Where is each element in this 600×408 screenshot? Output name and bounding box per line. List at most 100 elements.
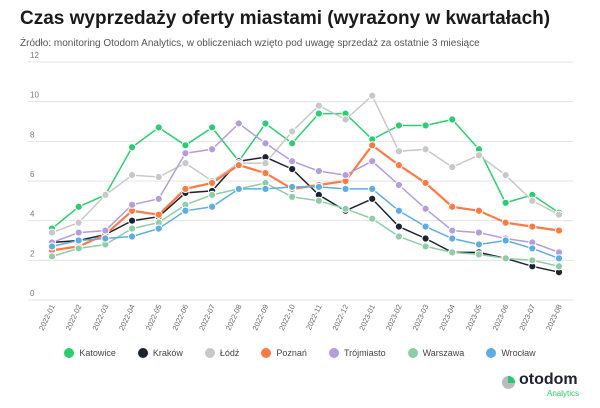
data-point: [314, 166, 323, 176]
data-point: [554, 226, 564, 235]
legend-marker-icon: [328, 348, 339, 358]
data-point: [474, 151, 484, 160]
data-point: [288, 182, 297, 192]
data-point: [474, 206, 484, 215]
x-tick-label: 2022-07: [197, 303, 217, 332]
data-point: [341, 115, 350, 124]
data-point: [314, 109, 323, 118]
data-point: [154, 224, 163, 233]
legend-marker-icon: [204, 348, 215, 358]
legend-item: Wrocław: [486, 348, 536, 358]
data-point: [448, 115, 457, 124]
legend-label: Trójmiasto: [343, 348, 386, 358]
y-tick-label: 0: [30, 289, 35, 298]
data-point: [368, 157, 377, 166]
data-point: [554, 262, 564, 271]
data-point: [474, 228, 484, 237]
data-point: [74, 228, 83, 237]
logo-text: otodom: [519, 371, 578, 388]
x-tick-label: 2022-01: [37, 303, 57, 332]
y-tick-label: 4: [30, 210, 35, 219]
data-point: [181, 141, 190, 150]
data-point: [234, 119, 243, 128]
data-point: [341, 184, 350, 194]
legend-item: Katowice: [64, 348, 116, 358]
data-point: [421, 222, 430, 231]
data-point: [448, 202, 457, 211]
x-tick-label: 2023-05: [464, 303, 484, 332]
data-point: [394, 147, 403, 156]
data-point: [501, 198, 510, 207]
data-point: [208, 178, 217, 188]
x-tick-label: 2022-02: [64, 303, 84, 332]
data-point: [154, 194, 163, 203]
chart-subtitle: Źródło: monitoring Otodom Analytics, w o…: [20, 38, 480, 49]
data-point: [421, 121, 430, 130]
data-point: [74, 244, 83, 253]
data-point: [501, 254, 510, 263]
x-tick-label: 2022-06: [170, 303, 190, 332]
data-point: [368, 91, 377, 100]
legend-marker-icon: [486, 348, 497, 358]
data-point: [261, 159, 270, 168]
data-point: [288, 165, 297, 174]
data-point: [528, 244, 537, 253]
data-point: [261, 119, 270, 128]
data-point: [154, 172, 163, 182]
data-point: [181, 184, 190, 194]
data-point: [421, 242, 430, 251]
data-point: [127, 200, 137, 209]
legend-item: Kraków: [137, 348, 183, 358]
data-point: [448, 163, 457, 172]
data-point: [47, 252, 57, 261]
data-point: [421, 178, 430, 188]
data-point: [394, 180, 403, 190]
x-tick-label: 2023-08: [544, 303, 564, 332]
data-point: [234, 184, 243, 194]
logo-subtext: Analytics: [547, 389, 580, 398]
y-tick-label: 12: [30, 51, 39, 60]
y-tick-label: 10: [30, 91, 39, 100]
x-tick-label: 2023-04: [437, 303, 457, 332]
otodom-logo: otodom Analytics: [502, 371, 597, 404]
legend-label: Kraków: [152, 348, 183, 358]
data-point: [127, 232, 137, 241]
legend-marker-icon: [64, 348, 75, 358]
data-point: [181, 149, 190, 158]
legend-item: Trójmiasto: [328, 348, 386, 358]
data-point: [394, 161, 403, 170]
data-point: [101, 190, 110, 199]
series-line-warszawa: [51, 182, 560, 268]
data-point: [474, 240, 484, 249]
x-tick-label: 2022-03: [90, 303, 110, 332]
data-point: [127, 143, 137, 152]
x-tick-label: 2022-11: [304, 303, 324, 331]
data-point: [341, 204, 350, 213]
data-point: [314, 182, 323, 192]
data-point: [528, 222, 537, 231]
series-line-wrocław: [51, 186, 560, 260]
data-point: [47, 228, 57, 237]
data-point: [261, 139, 270, 148]
x-tick-label: 2023-01: [357, 303, 377, 332]
data-point: [261, 168, 270, 178]
x-tick-label: 2023-06: [491, 303, 511, 332]
legend-marker-icon: [407, 348, 418, 358]
x-tick-label: 2023-03: [411, 303, 431, 332]
data-point: [448, 248, 457, 257]
data-point: [394, 206, 403, 215]
data-point: [234, 161, 243, 170]
series-line-katowice: [51, 112, 560, 230]
data-point: [74, 202, 83, 211]
data-point: [394, 232, 403, 241]
series-line-trójmiasto: [51, 122, 560, 254]
legend-item: Poznań: [261, 348, 307, 358]
logo-mark-icon: [502, 376, 515, 389]
data-point: [288, 127, 297, 136]
legend-label: Wrocław: [501, 348, 536, 358]
data-point: [127, 224, 137, 233]
data-point: [421, 204, 430, 213]
legend-marker-icon: [261, 348, 272, 358]
data-point: [501, 170, 510, 180]
data-point: [501, 236, 510, 245]
